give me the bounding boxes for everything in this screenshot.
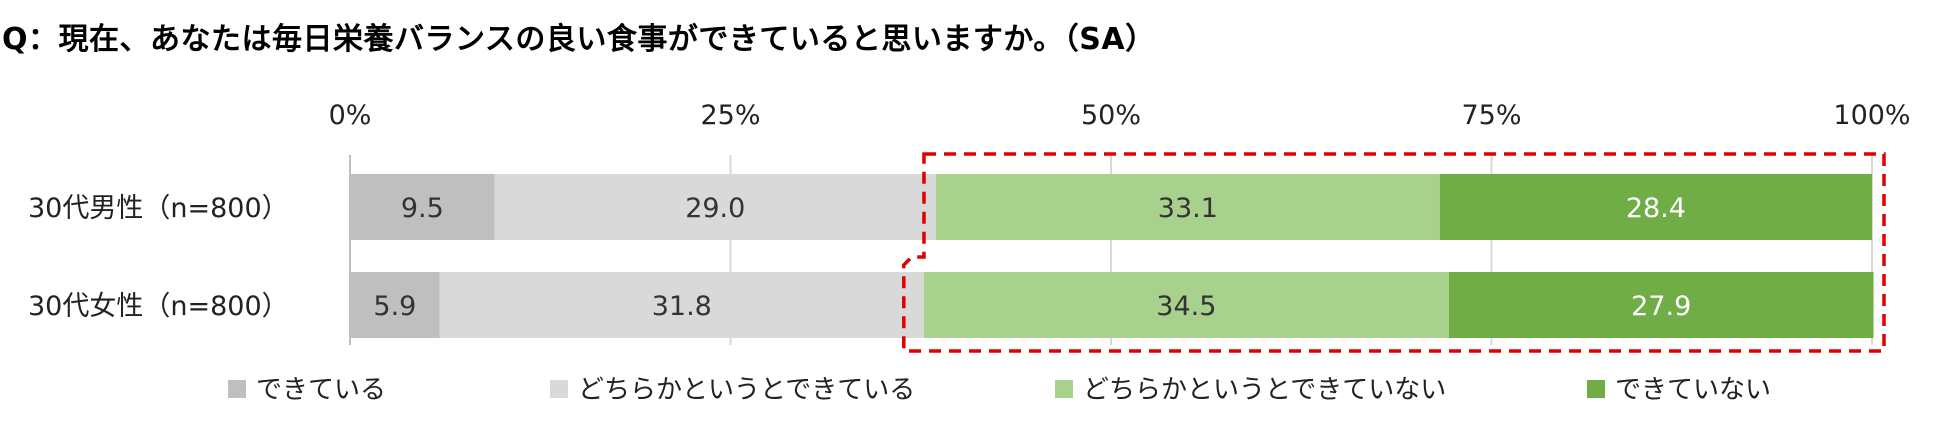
legend-swatch <box>228 380 246 398</box>
legend-label: どちらかというとできている <box>578 375 915 405</box>
bar-segment <box>1448 272 1874 338</box>
x-tick-label: 25% <box>700 100 760 131</box>
bar-segment <box>494 174 936 240</box>
bar-segment <box>1439 174 1872 240</box>
category-label: 30代男性（n=800） <box>28 193 289 224</box>
data-label: 27.9 <box>1631 291 1691 322</box>
data-label: 33.1 <box>1158 193 1218 224</box>
legend-label: どちらかというとできていない <box>1083 375 1446 405</box>
legend-swatch <box>550 380 568 398</box>
chart-title: Q：現在、あなたは毎日栄養バランスの良い食事ができていると思いますか。（SA） <box>2 22 1156 57</box>
bar-segment <box>439 272 924 338</box>
legend-swatch <box>1055 380 1073 398</box>
legend-label: できていない <box>1615 375 1771 405</box>
data-label: 31.8 <box>652 291 712 322</box>
legend-label: できている <box>256 375 386 405</box>
x-tick-label: 100% <box>1833 100 1910 131</box>
bar-segment <box>350 174 495 240</box>
bar-segment <box>935 174 1440 240</box>
data-label: 29.0 <box>685 193 745 224</box>
data-label: 28.4 <box>1626 193 1686 224</box>
bar-segment <box>923 272 1449 338</box>
x-tick-label: 75% <box>1461 100 1521 131</box>
highlight-box <box>902 152 1886 353</box>
category-label: 30代女性（n=800） <box>28 291 289 322</box>
data-label: 9.5 <box>401 193 444 224</box>
data-label: 34.5 <box>1156 291 1216 322</box>
x-tick-label: 0% <box>329 100 372 131</box>
legend-swatch <box>1587 380 1605 398</box>
x-tick-label: 50% <box>1081 100 1141 131</box>
data-label: 5.9 <box>373 291 416 322</box>
bar-segment <box>350 272 440 338</box>
